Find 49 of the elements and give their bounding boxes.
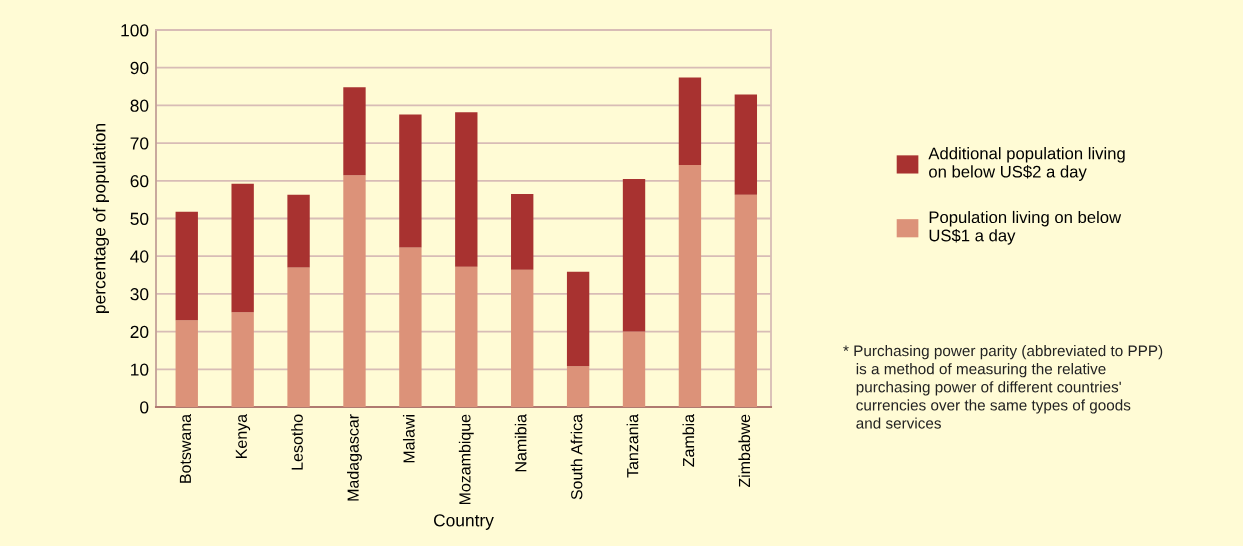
y-tick-label: 100 — [121, 24, 149, 37]
x-tick-label: Malawi — [402, 415, 415, 463]
x-tick-label: Lesotho — [291, 414, 303, 470]
bar — [511, 194, 534, 270]
legend-label: Population living on below US$1 a day — [929, 210, 1122, 245]
bar — [399, 114, 422, 248]
y-tick-label: 40 — [130, 250, 149, 263]
bar — [343, 87, 366, 176]
bar — [511, 269, 534, 407]
y-tick-label: 60 — [130, 174, 149, 188]
y-tick-label: 20 — [130, 325, 149, 339]
bar — [566, 366, 590, 407]
y-tick-label: 80 — [130, 99, 149, 112]
bar — [399, 247, 422, 407]
x-tick-label: Kenya — [235, 413, 251, 458]
bar — [175, 320, 198, 407]
bar — [343, 175, 366, 407]
x-tick-label: Zambia — [682, 413, 695, 467]
y-tick-label: 70 — [130, 137, 149, 150]
bar — [287, 194, 310, 268]
y-tick-label: 10 — [131, 363, 149, 376]
bar — [734, 194, 758, 407]
bar — [734, 94, 758, 195]
y-axis-title: percentage of population — [92, 124, 109, 313]
bar — [287, 267, 310, 407]
bar — [455, 112, 478, 267]
bar — [678, 77, 702, 165]
y-tick-label: 30 — [130, 288, 149, 301]
legend-label: Additional population living on below US$2 a day — [928, 147, 1125, 181]
bar — [231, 183, 254, 313]
bar — [622, 331, 646, 407]
x-tick-label: Botswana — [179, 413, 192, 483]
bar — [566, 271, 590, 367]
x-tick-label: Tanzania — [626, 413, 639, 478]
x-tick-label: South Africa — [570, 413, 583, 500]
bar — [231, 312, 254, 407]
x-tick-label: Zimbabwe — [738, 414, 751, 488]
bar — [622, 178, 646, 332]
y-tick-label: 0 — [140, 401, 149, 414]
y-tick-label: 90 — [130, 61, 149, 75]
x-tick-label: Namibia — [514, 413, 527, 472]
bar — [175, 211, 198, 321]
bar — [678, 164, 702, 407]
x-tick-label: Madagascar — [347, 414, 362, 501]
bar — [455, 266, 478, 407]
text: * Purchasing power parity (abbreviated to PPP) is a method of measuring the relative purchasing power of different countries' currencies over the same types of goods and services — [843, 345, 1163, 429]
x-axis-title: Country — [433, 514, 494, 530]
y-tick-label: 50 — [130, 212, 149, 225]
x-tick-label: Mozambique — [458, 414, 474, 505]
